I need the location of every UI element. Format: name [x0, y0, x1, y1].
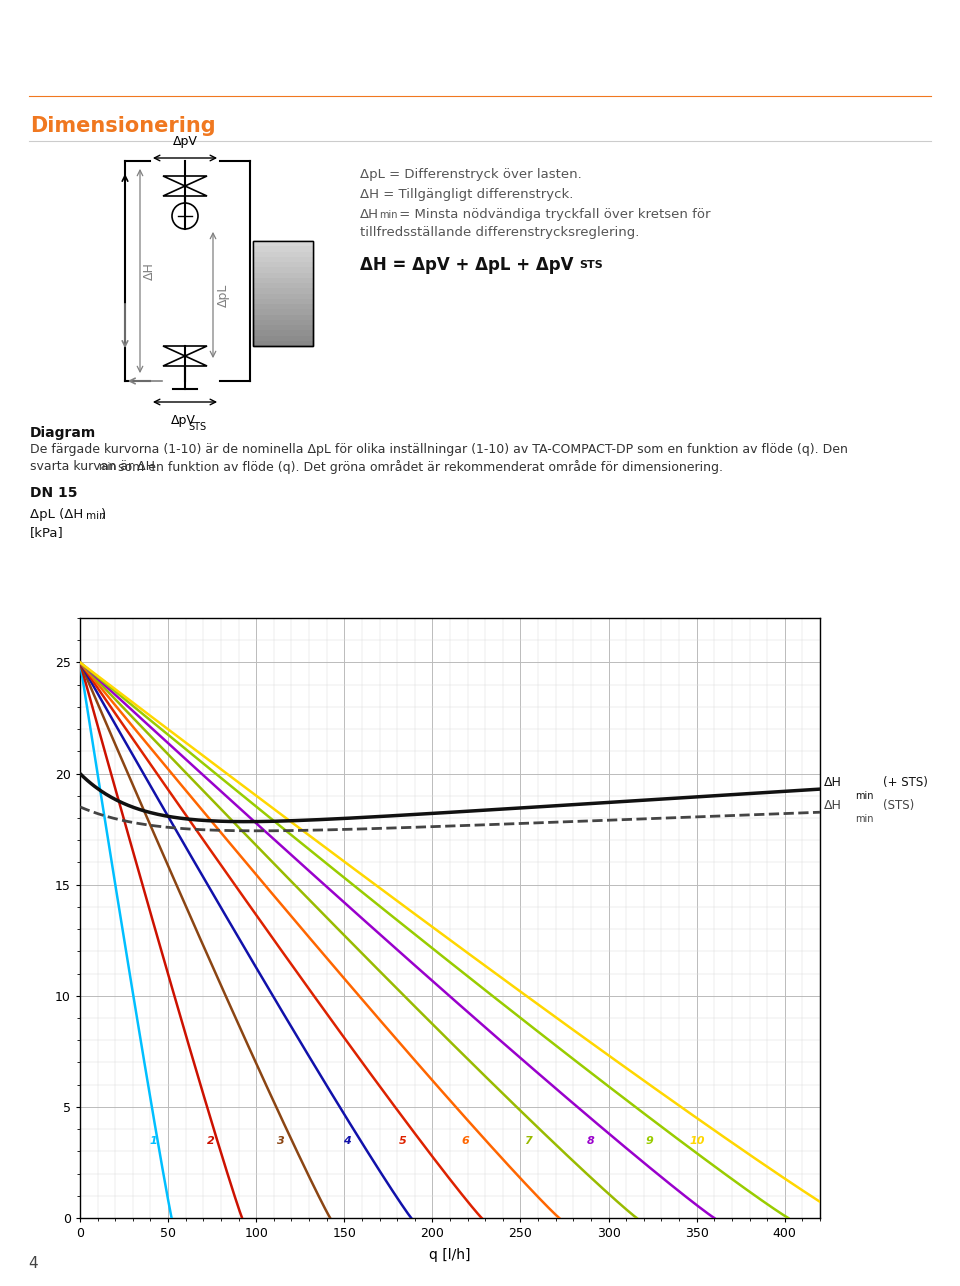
- Text: ΔH: ΔH: [360, 208, 379, 221]
- Text: ΔpL (ΔH: ΔpL (ΔH: [30, 508, 84, 521]
- Text: DN 15: DN 15: [30, 486, 78, 500]
- Text: ΔpL: ΔpL: [217, 283, 230, 306]
- Text: min: min: [379, 210, 397, 220]
- Bar: [253, 309, 313, 315]
- Bar: [253, 262, 313, 267]
- Bar: [253, 240, 313, 246]
- Bar: [253, 320, 313, 325]
- Bar: [253, 288, 313, 293]
- X-axis label: q [l/h]: q [l/h]: [429, 1249, 470, 1263]
- Text: svarta kurvan är ΔH: svarta kurvan är ΔH: [30, 460, 155, 473]
- Text: 2: 2: [206, 1136, 214, 1146]
- Text: ΔpV: ΔpV: [171, 414, 196, 427]
- Text: ΔH: ΔH: [143, 262, 156, 280]
- Text: STS: STS: [188, 422, 206, 432]
- Text: ΔH = Tillgängligt differenstryck.: ΔH = Tillgängligt differenstryck.: [360, 188, 573, 201]
- Text: (STS): (STS): [883, 799, 915, 811]
- Bar: [253, 278, 313, 283]
- Bar: [253, 325, 313, 331]
- Bar: [253, 331, 313, 336]
- Bar: [253, 283, 313, 288]
- Text: 8: 8: [587, 1136, 594, 1146]
- Text: min: min: [855, 814, 874, 824]
- Bar: [253, 257, 313, 262]
- Text: [kPa]: [kPa]: [30, 526, 63, 539]
- Text: ΔH = ΔpV + ΔpL + ΔpV: ΔH = ΔpV + ΔpL + ΔpV: [360, 256, 573, 274]
- Bar: [253, 336, 313, 341]
- Text: tillfredsställande differenstrycksreglering.: tillfredsställande differenstrycksregler…: [360, 226, 639, 239]
- Text: 7: 7: [524, 1136, 532, 1146]
- Text: Dimensionering: Dimensionering: [30, 116, 216, 136]
- Bar: [253, 341, 313, 346]
- Text: ΔpV: ΔpV: [173, 135, 198, 148]
- Bar: [253, 252, 313, 257]
- Text: 4: 4: [28, 1256, 37, 1271]
- Bar: [253, 246, 313, 252]
- Text: min: min: [855, 791, 874, 801]
- Bar: [253, 273, 313, 278]
- Bar: [253, 303, 313, 309]
- Text: IMI TA / Differenstrycksregulatorer / TA-COMPACT-DP: IMI TA / Differenstrycksregulatorer / TA…: [19, 24, 420, 40]
- FancyBboxPatch shape: [253, 240, 313, 346]
- Bar: [253, 293, 313, 298]
- Text: (+ STS): (+ STS): [883, 775, 928, 788]
- Bar: [253, 298, 313, 303]
- Text: STS: STS: [579, 260, 603, 270]
- Text: 1: 1: [150, 1136, 157, 1146]
- Text: ΔH: ΔH: [824, 799, 841, 811]
- Text: Diagram: Diagram: [30, 426, 96, 440]
- Text: 10: 10: [690, 1137, 706, 1146]
- Text: 6: 6: [462, 1136, 469, 1146]
- Text: 9: 9: [646, 1136, 654, 1146]
- Text: ΔpL = Differenstryck över lasten.: ΔpL = Differenstryck över lasten.: [360, 168, 582, 181]
- Text: ΔH: ΔH: [824, 775, 841, 788]
- Text: 3: 3: [277, 1136, 285, 1146]
- Text: min: min: [86, 511, 106, 521]
- Bar: [253, 315, 313, 320]
- Text: som en funktion av flöde (q). Det gröna området är rekommenderat område för dime: som en funktion av flöde (q). Det gröna …: [114, 460, 723, 475]
- Text: De färgade kurvorna (1-10) är de nominella ΔpL för olika inställningar (1-10) av: De färgade kurvorna (1-10) är de nominel…: [30, 442, 848, 457]
- Text: ): ): [101, 508, 107, 521]
- Text: 5: 5: [399, 1136, 407, 1146]
- Text: = Minsta nödvändiga tryckfall över kretsen för: = Minsta nödvändiga tryckfall över krets…: [395, 208, 710, 221]
- Text: 4: 4: [343, 1136, 350, 1146]
- Text: min: min: [98, 462, 116, 472]
- Bar: [253, 267, 313, 273]
